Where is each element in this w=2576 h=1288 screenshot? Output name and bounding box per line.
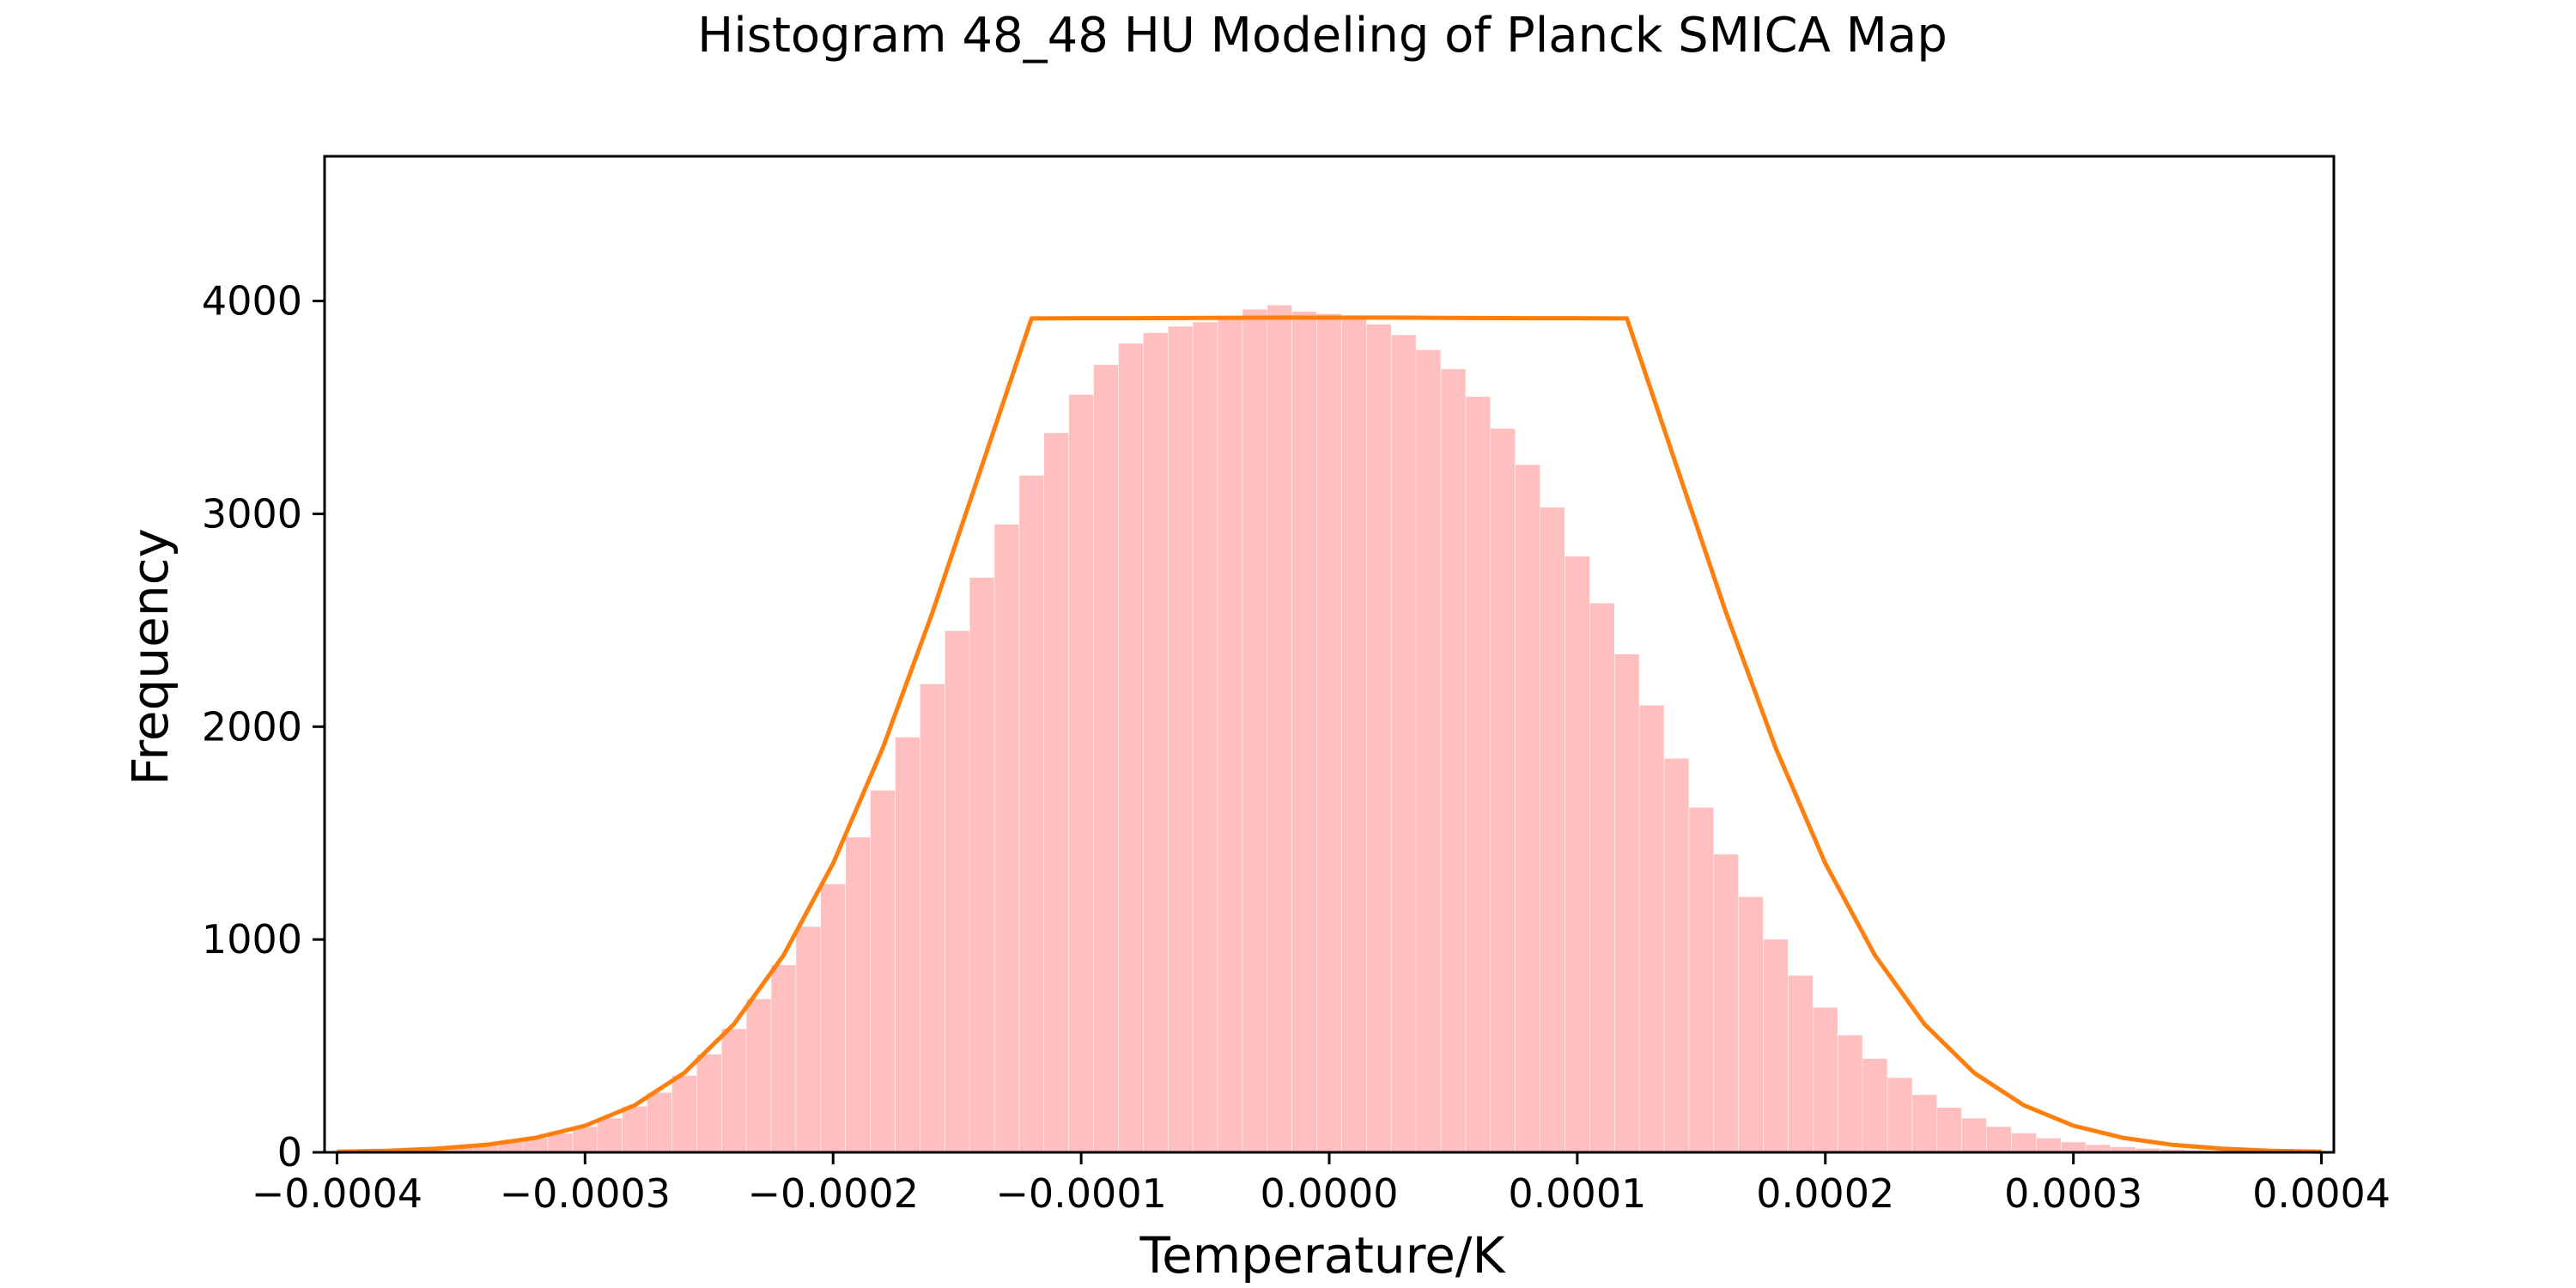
y-tick-label: 0 [277, 1129, 302, 1176]
histogram-bar [448, 1146, 474, 1152]
y-tick-label: 3000 [202, 490, 302, 537]
histogram-bar [771, 964, 796, 1152]
histogram-bar [2011, 1133, 2037, 1152]
histogram-bar [1986, 1127, 2012, 1152]
histogram-bar [573, 1127, 598, 1152]
histogram-bar [671, 1075, 697, 1152]
histogram-bar [969, 577, 994, 1152]
x-tick-label: −0.0001 [995, 1170, 1167, 1217]
histogram-bar [1068, 394, 1094, 1153]
histogram-bar [821, 884, 846, 1152]
y-axis-ticks: 0 1000 2000 3000 4000 [202, 278, 325, 1176]
chart-title: Histogram 48_48 HU Modeling of Planck SM… [697, 8, 1947, 64]
histogram-bar [1912, 1095, 1937, 1152]
histogram-bar [523, 1138, 548, 1152]
histogram-bar [1044, 433, 1069, 1152]
x-tick-label: 0.0002 [1756, 1170, 1894, 1217]
histogram-bar [2160, 1149, 2185, 1152]
histogram-bar [1168, 326, 1193, 1152]
histogram-bar [1267, 305, 1292, 1152]
y-tick-label: 2000 [202, 703, 302, 750]
histogram-bar [696, 1054, 721, 1152]
x-tick-label: −0.0004 [252, 1170, 423, 1217]
histogram-bar [1193, 322, 1218, 1152]
histogram-bar [1441, 368, 1466, 1152]
histogram-bars [325, 305, 2334, 1153]
histogram-bar [1143, 332, 1168, 1152]
y-tick-label: 4000 [202, 278, 302, 325]
x-tick-label: −0.0002 [747, 1170, 919, 1217]
x-tick-label: 0.0000 [1261, 1170, 1399, 1217]
histogram-bar [1218, 315, 1242, 1152]
histogram-bar [1937, 1107, 1962, 1152]
x-tick-label: 0.0004 [2252, 1170, 2391, 1217]
histogram-bar [1664, 758, 1689, 1152]
histogram-bar [1366, 324, 1391, 1152]
y-tick-label: 1000 [202, 916, 302, 963]
histogram-bar [1862, 1058, 1887, 1152]
histogram-bar [622, 1106, 647, 1152]
histogram-bar [548, 1133, 573, 1152]
histogram-bar [920, 683, 945, 1152]
histogram-bar [1316, 313, 1342, 1152]
histogram-bar [1491, 428, 1516, 1152]
histogram-bar [1540, 507, 1565, 1152]
histogram-bar [746, 999, 771, 1152]
histogram-bar [1589, 603, 1614, 1152]
histogram-bar [1614, 654, 1639, 1152]
histogram-bar [2111, 1146, 2136, 1152]
histogram-bar [1788, 975, 1814, 1152]
histogram-bar [1019, 475, 1044, 1152]
histogram-bar [498, 1142, 523, 1152]
histogram-bar [1887, 1078, 1912, 1152]
histogram-bar [945, 630, 969, 1152]
histogram-bar [2086, 1145, 2111, 1152]
histogram-bar [1515, 465, 1540, 1152]
x-tick-label: 0.0001 [1508, 1170, 1646, 1217]
histogram-bar [870, 790, 896, 1152]
histogram-bar [1564, 556, 1590, 1152]
histogram-bar [1639, 705, 1664, 1152]
histogram-bar [1961, 1118, 1987, 1152]
histogram-bar [1763, 939, 1789, 1152]
gaussian-fit-line [337, 315, 2322, 1154]
histogram-bar [994, 524, 1019, 1152]
fit-curves [337, 315, 2322, 1154]
histogram-bar [1093, 364, 1119, 1152]
histogram-bar [473, 1145, 498, 1152]
histogram-bar [1689, 807, 1714, 1152]
histogram-bar [1291, 311, 1317, 1152]
histogram-bar [721, 1029, 746, 1152]
histogram-bar [1714, 854, 1739, 1152]
histogram-bar [1466, 397, 1491, 1153]
histogram-bar [1118, 343, 1144, 1153]
histogram-bar [1738, 896, 1764, 1152]
histogram-bar [1838, 1035, 1862, 1152]
histogram-bar [2136, 1148, 2160, 1152]
histogram-bar [647, 1092, 672, 1152]
histogram-bar [796, 927, 821, 1152]
histogram-bar [1416, 349, 1441, 1152]
histogram-bar [1391, 335, 1416, 1152]
histogram-bar [845, 837, 871, 1152]
histogram-bar [1242, 309, 1267, 1152]
histogram-bar [598, 1118, 623, 1152]
x-axis-ticks: −0.0004 −0.0003 −0.0002 −0.0001 0.0000 0.0001… [252, 1152, 2391, 1217]
histogram-bar [895, 737, 920, 1152]
x-tick-label: −0.0003 [500, 1170, 671, 1217]
histogram-bar [2036, 1138, 2061, 1152]
y-axis-label: Frequency [121, 528, 179, 786]
histogram-bar [2061, 1142, 2086, 1152]
x-tick-label: 0.0003 [2004, 1170, 2142, 1217]
histogram-bar [1813, 1007, 1838, 1152]
histogram-bar [1341, 318, 1367, 1152]
x-axis-label: Temperature/K [1139, 1226, 1507, 1285]
